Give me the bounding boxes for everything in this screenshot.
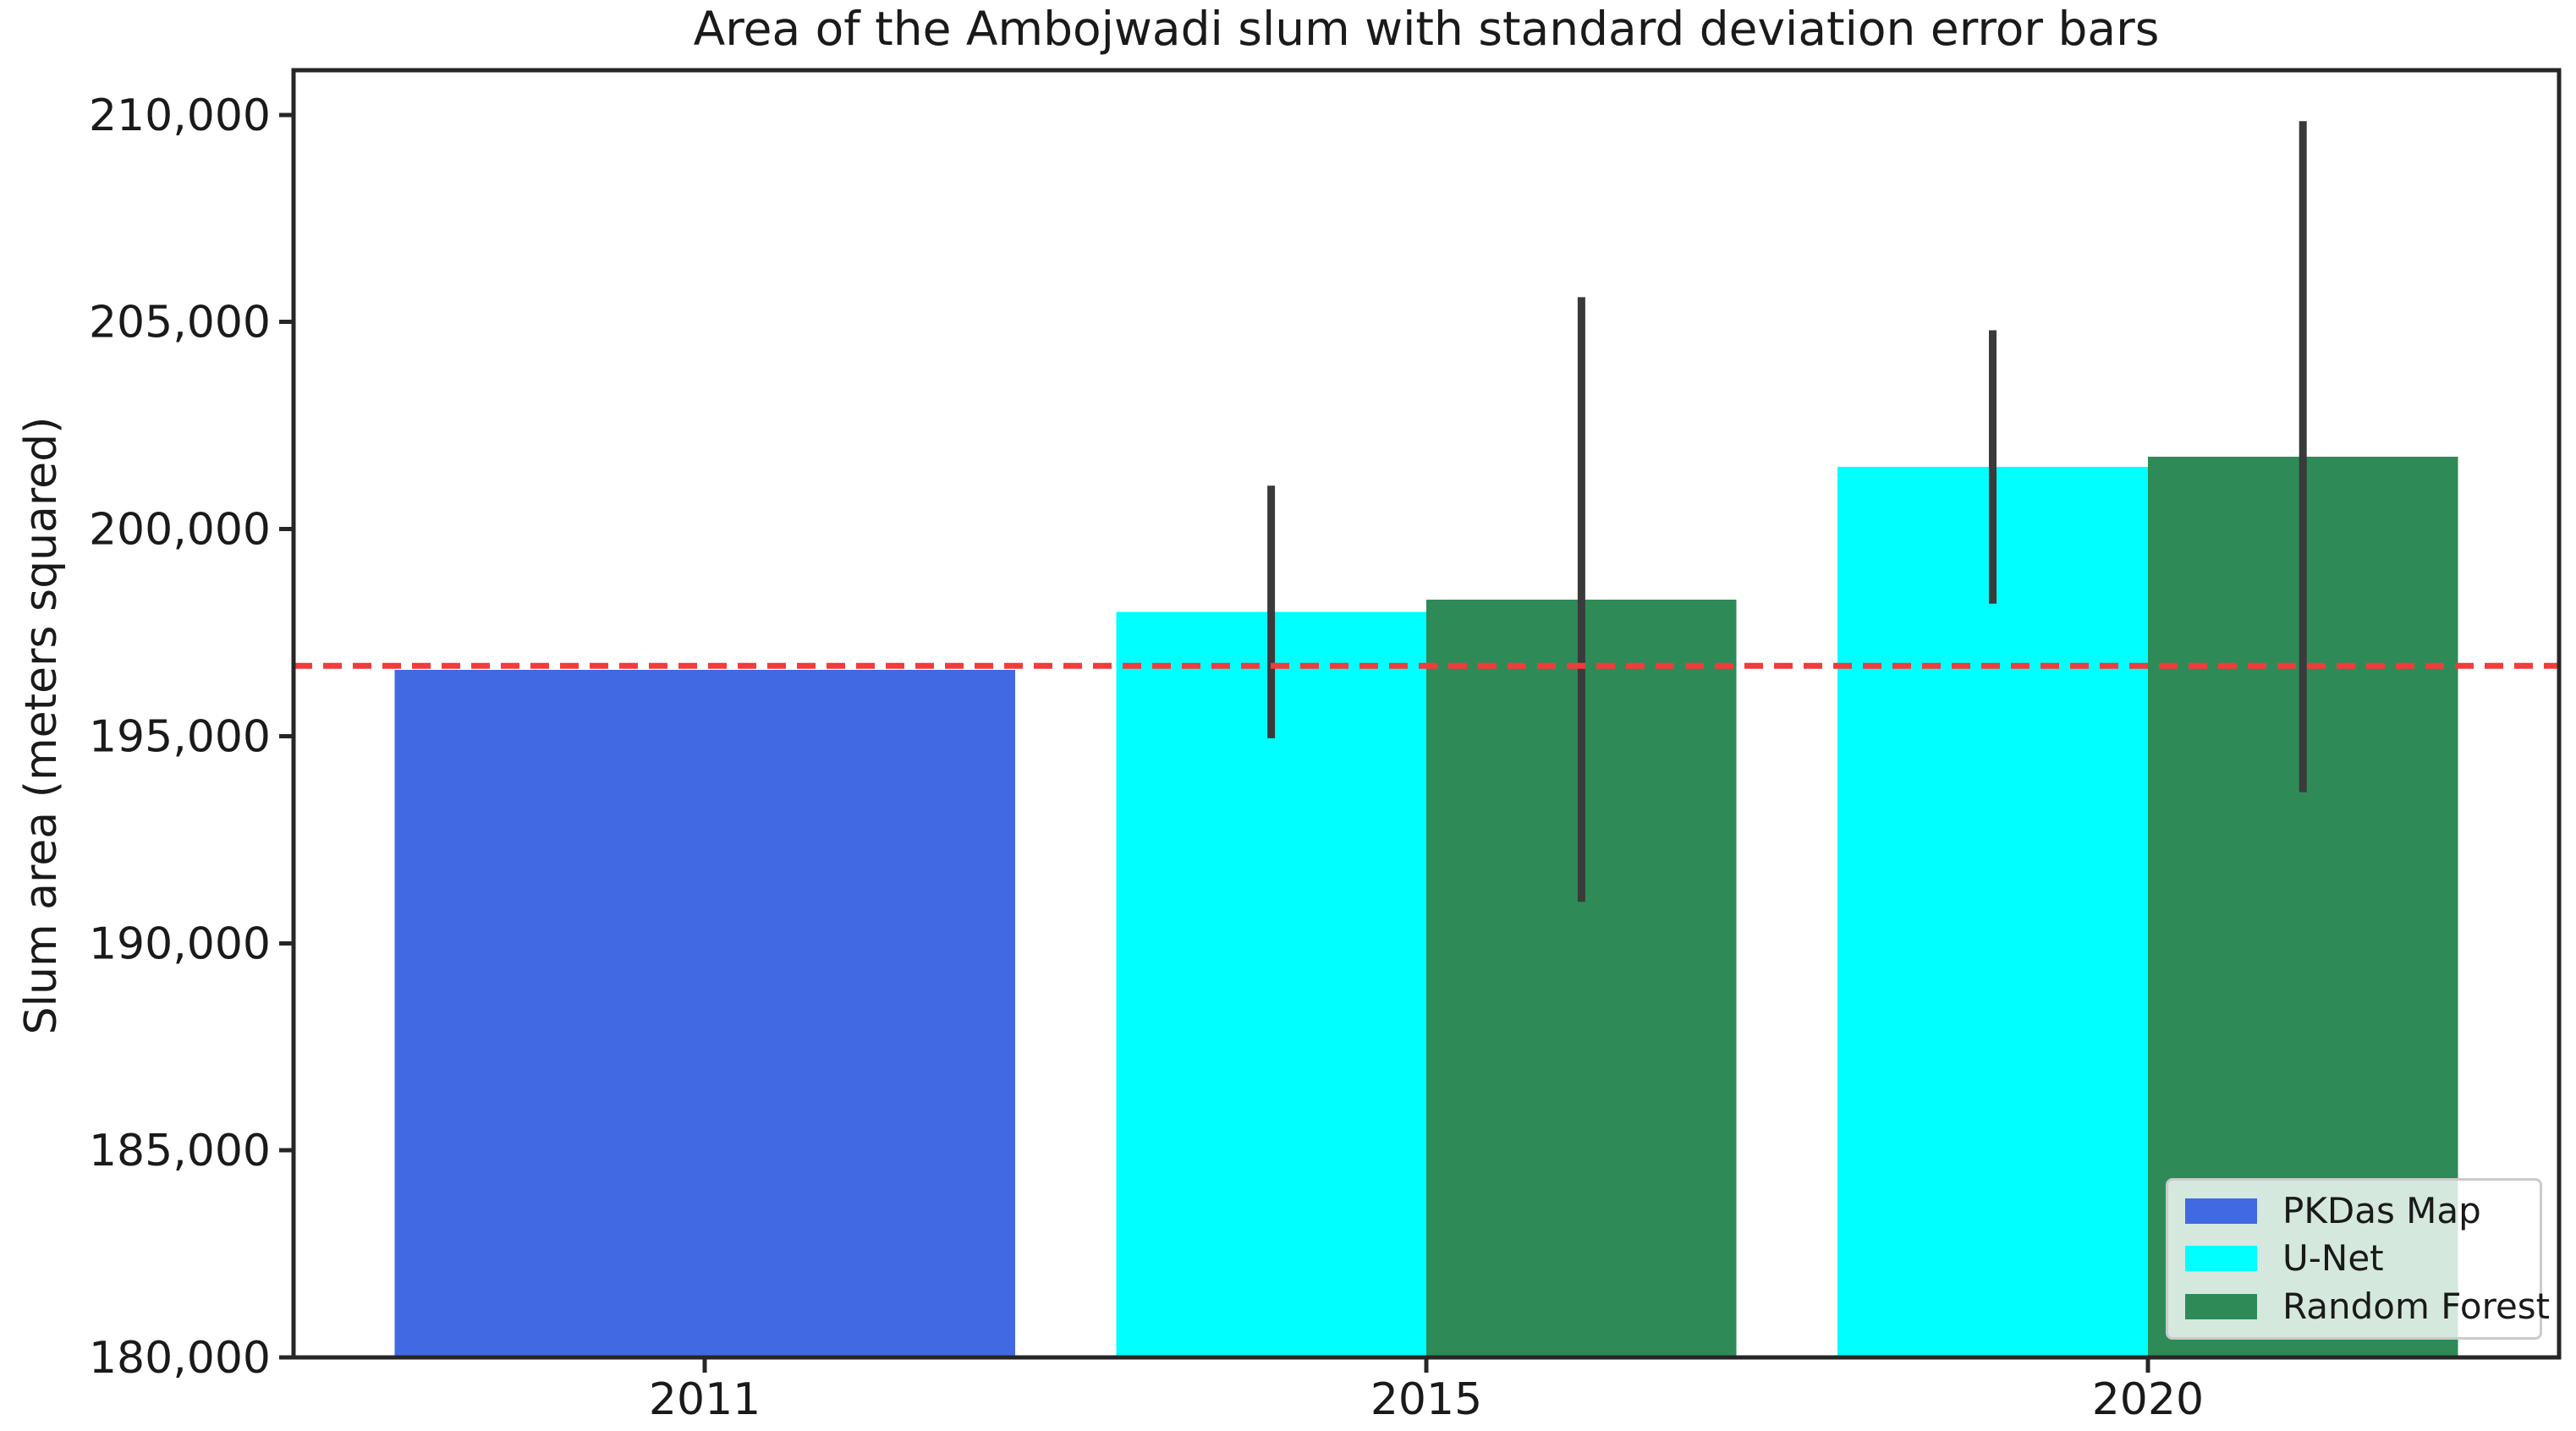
legend-row: PKDas Map: [2185, 1193, 2531, 1229]
x-tick-label: 2020: [2092, 1374, 2204, 1425]
legend-label: PKDas Map: [2282, 1190, 2481, 1232]
y-tick-label: 205,000: [89, 298, 271, 348]
chart-title: Area of the Ambojwadi slum with standard…: [693, 2, 2160, 56]
legend-row: U-Net: [2185, 1241, 2531, 1276]
legend-row: Random Forest: [2185, 1288, 2550, 1324]
x-tick-label: 2011: [649, 1374, 761, 1425]
x-tick-label: 2015: [1370, 1374, 1482, 1425]
y-tick-label: 190,000: [89, 918, 271, 969]
legend-swatch-random-forest: [2185, 1293, 2257, 1319]
legend-swatch-u-net: [2185, 1246, 2257, 1272]
bar-pkdas-map-2011: [394, 670, 1015, 1357]
y-tick-label: 180,000: [89, 1333, 271, 1384]
legend: PKDas Map U-Net Random Forest: [2166, 1178, 2550, 1340]
legend-label: Random Forest: [2282, 1285, 2551, 1327]
y-tick-label: 185,000: [89, 1126, 271, 1176]
y-tick-label: 195,000: [89, 711, 271, 762]
y-tick-label: 200,000: [89, 505, 271, 556]
y-axis-label: Slum area (meters squared): [16, 416, 67, 1035]
bar-u-net-2020: [1837, 467, 2148, 1357]
y-tick-label: 210,000: [89, 90, 271, 141]
legend-swatch-pkdas-map: [2185, 1198, 2257, 1225]
legend-label: U-Net: [2282, 1237, 2384, 1280]
